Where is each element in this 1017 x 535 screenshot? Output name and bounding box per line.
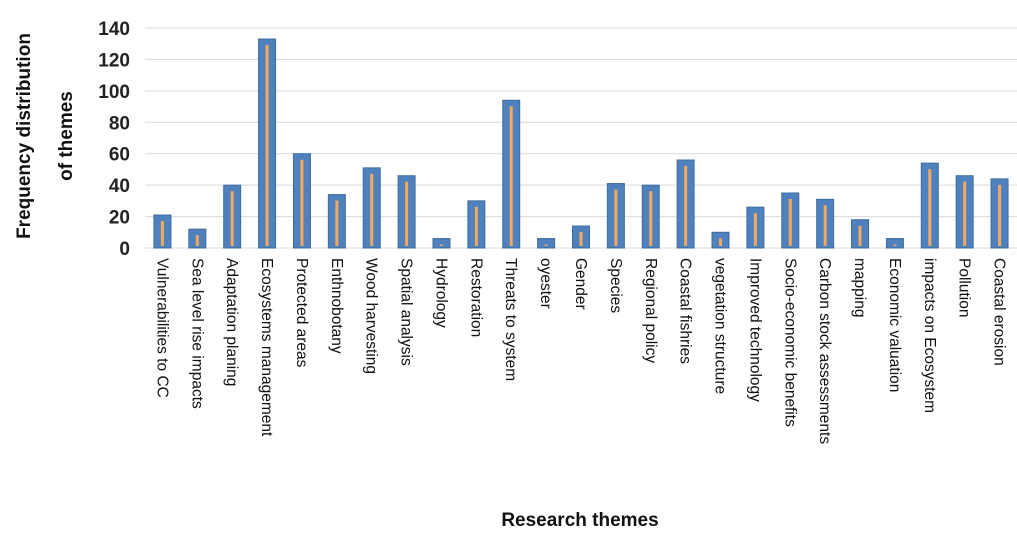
- bar-inner-23: [928, 169, 932, 246]
- x-tick-5: Protected areas: [293, 258, 310, 368]
- bar-inner-10: [474, 206, 478, 246]
- bar-inner-21: [858, 225, 862, 246]
- bar-inner-20: [823, 205, 827, 246]
- x-tick-25: Coastal erosion: [991, 258, 1008, 366]
- bar-inner-17: [719, 238, 723, 246]
- bar-inner-9: [439, 244, 443, 246]
- bar-inner-4: [265, 45, 269, 246]
- x-tick-3: Adaptation planing: [223, 258, 240, 386]
- y-axis-title-line-2: of themes: [56, 91, 77, 181]
- x-tick-24: Pollution: [956, 258, 973, 317]
- bar-inner-7: [370, 173, 374, 246]
- x-tick-9: Hydrology: [432, 258, 449, 328]
- bar-9: [432, 238, 451, 249]
- x-tick-12: oyester: [537, 258, 554, 309]
- x-tick-14: Species: [607, 258, 624, 313]
- x-tick-21: mapping: [851, 258, 868, 317]
- bar-inner-16: [684, 166, 688, 246]
- bar-inner-12: [544, 244, 548, 246]
- grid-lines: [145, 27, 1017, 249]
- bars: [153, 38, 1009, 249]
- y-tick-20: 20: [109, 208, 130, 229]
- x-tick-11: Threats to system: [502, 258, 519, 381]
- x-tick-2: Sea level rise impacts: [188, 258, 205, 409]
- bar-inner-22: [893, 244, 897, 246]
- bar-inner-8: [405, 181, 409, 246]
- y-tick-0: 0: [119, 239, 130, 260]
- y-axis-title-line-1: Frequency distribution: [14, 33, 35, 239]
- x-tick-16: Coastal fishries: [677, 258, 694, 364]
- bar-inner-6: [335, 200, 339, 246]
- y-tick-labels: 0 20 40 60 80 100 120 140: [98, 19, 130, 260]
- x-tick-17: vegetation structure: [712, 258, 729, 394]
- bar-inner-24: [963, 181, 967, 246]
- x-tick-4: Ecosystems management: [258, 258, 275, 437]
- x-tick-22: Economic valuation: [886, 258, 903, 392]
- x-tick-19: Socio-economic benefits: [781, 258, 798, 427]
- x-tick-1: Vulnerabilities to CC: [153, 258, 170, 398]
- x-tick-10: Restoration: [467, 258, 484, 337]
- y-tick-80: 80: [109, 113, 130, 134]
- x-tick-15: Regional policy: [642, 258, 659, 363]
- x-tick-7: Wood harvesting: [363, 258, 380, 374]
- bar-inner-25: [998, 184, 1002, 246]
- bar-inner-11: [509, 106, 513, 247]
- y-tick-100: 100: [98, 82, 130, 103]
- y-tick-120: 120: [98, 50, 130, 71]
- bar-inner-13: [579, 232, 583, 246]
- bar-inner-2: [195, 235, 199, 246]
- y-tick-140: 140: [98, 19, 130, 40]
- x-tick-13: Gender: [572, 258, 589, 310]
- x-tick-18: Improved technology: [746, 258, 763, 402]
- bar-inner-19: [788, 199, 792, 246]
- bar-12: [537, 238, 556, 249]
- x-tick-8: Spatial analysis: [398, 258, 415, 366]
- bar-inner-5: [300, 159, 304, 246]
- x-tick-23: impacts on Ecosystem: [921, 258, 938, 413]
- y-tick-60: 60: [109, 145, 130, 166]
- x-tick-20: Carbon stock assessments: [816, 258, 833, 444]
- bar-inner-15: [649, 191, 653, 246]
- x-category-labels: Vulnerabilities to CC Sea level rise impa…: [153, 258, 1007, 444]
- y-tick-40: 40: [109, 176, 130, 197]
- bar-22: [885, 238, 904, 249]
- bar-inner-18: [753, 213, 757, 246]
- x-tick-6: Enthnobotany: [328, 258, 345, 354]
- bar-inner-1: [160, 221, 164, 246]
- bar-inner-14: [614, 189, 618, 246]
- x-axis-title: Research themes: [501, 510, 658, 531]
- bar-inner-3: [230, 191, 234, 246]
